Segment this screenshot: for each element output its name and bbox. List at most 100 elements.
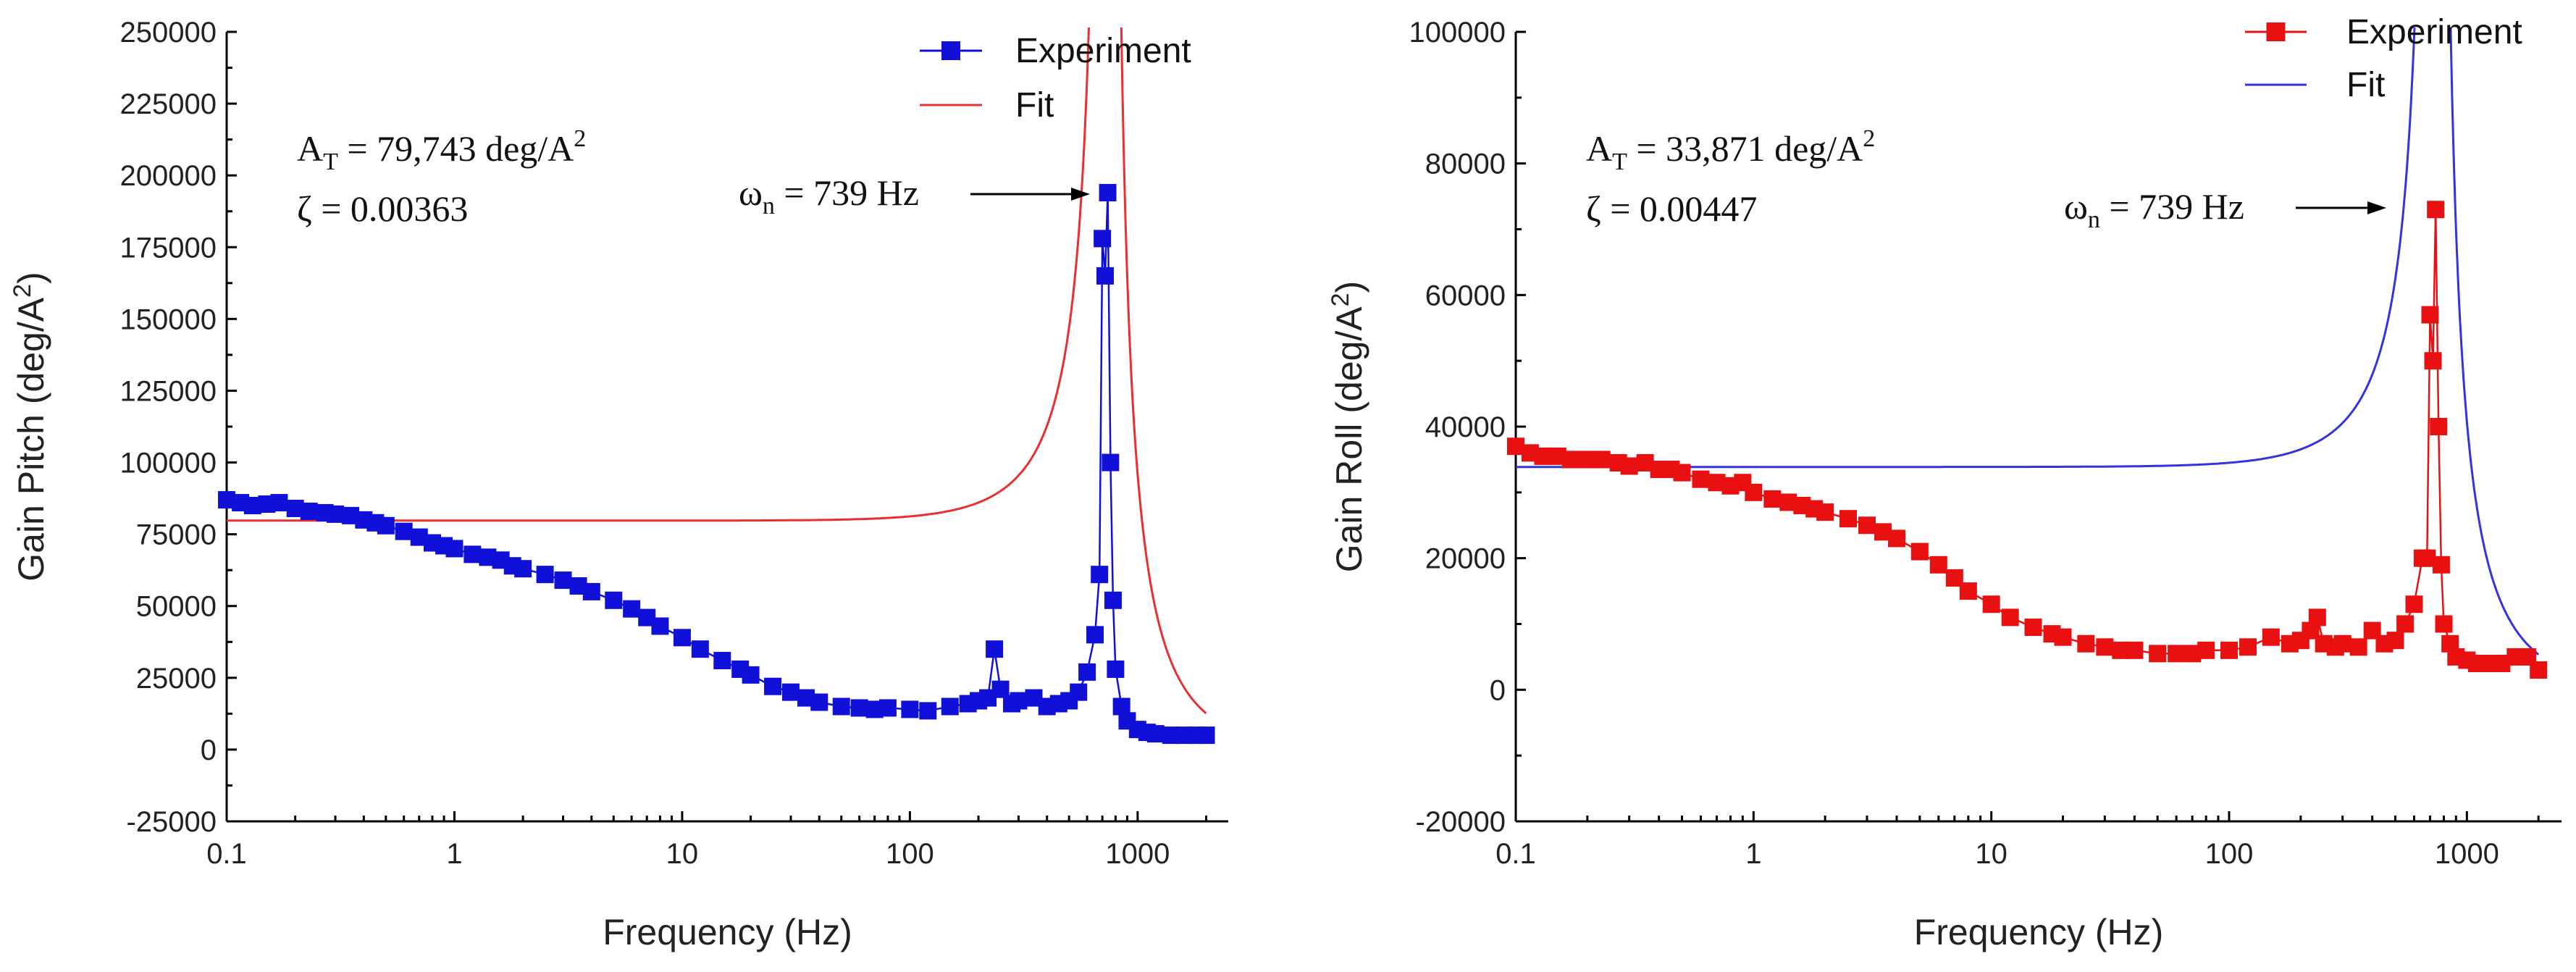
experiment-data-point <box>2197 641 2215 659</box>
experiment-data-point <box>691 640 709 658</box>
x-axis-title: Frequency (Hz) <box>1914 912 2164 952</box>
annotation-natural-frequency: ωn = 739 Hz <box>739 172 919 219</box>
annotation-amplitude-sup: 2 <box>1863 125 1875 152</box>
y-axis-title-tail: ) <box>11 272 51 284</box>
experiment-data-point <box>2435 615 2453 633</box>
experiment-data-point <box>901 700 919 718</box>
experiment-data-point <box>1102 453 1120 472</box>
experiment-data-point <box>2262 628 2280 646</box>
annotation-omega-rest: = 739 Hz <box>775 172 919 213</box>
y-tick-label: 250000 <box>120 17 217 49</box>
experiment-data-point <box>1620 457 1638 475</box>
experiment-data-point <box>2477 655 2495 672</box>
y-tick-label: -25000 <box>126 806 217 838</box>
annotation-amplitude: AT = 79,743 deg/A2 <box>297 125 586 175</box>
experiment-data-point <box>1839 510 1857 528</box>
experiment-data-point <box>395 522 413 540</box>
experiment-data-point <box>554 571 572 590</box>
experiment-data-point <box>764 677 782 695</box>
annotation-amplitude-rest: = 79,743 deg/A <box>338 128 574 169</box>
y-tick-label: 100000 <box>1409 17 1506 49</box>
experiment-data-point <box>1692 470 1710 488</box>
annotation-arrow-head <box>1071 188 1090 201</box>
experiment-data-point <box>2386 632 2404 650</box>
experiment-data-point <box>1929 556 1947 574</box>
x-tick-label: 1000 <box>2435 838 2499 870</box>
x-axis-title: Frequency (Hz) <box>603 912 852 952</box>
chart-panel-2: -20000 0 20000 40000 60000 80000 100000 0.1 1 10 1… <box>1327 13 2562 952</box>
experiment-data-point <box>742 666 760 684</box>
y-tick-label: 20000 <box>1425 543 1506 575</box>
annotation-amplitude-main: A <box>297 128 323 169</box>
x-tick-label: 1 <box>446 838 462 870</box>
annotation-amplitude: AT = 33,871 deg/A2 <box>1586 125 1875 175</box>
experiment-data-point <box>713 652 731 670</box>
x-tick-label: 10 <box>666 838 699 870</box>
experiment-data-point <box>1146 725 1165 743</box>
y-tick-label: 0 <box>201 734 217 766</box>
experiment-data-point <box>1104 591 1122 609</box>
experiment-data-point <box>2427 201 2445 219</box>
y-axis-title-sup: 2 <box>1327 293 1354 306</box>
experiment-data-point <box>2430 418 2448 435</box>
x-tick-label: 0.1 <box>1495 838 1536 870</box>
y-tick-label: 175000 <box>120 232 217 264</box>
annotation-omega: ω <box>2064 186 2088 227</box>
x-tick-label: 1000 <box>1105 838 1170 870</box>
y-tick-label: 50000 <box>136 591 217 623</box>
y-axis-title-main: Gain Pitch (deg/A <box>11 297 51 582</box>
experiment-data-point <box>2432 556 2450 574</box>
experiment-data-point <box>1858 516 1876 535</box>
y-tick-label: 225000 <box>120 88 217 120</box>
experiment-data-point <box>1107 660 1125 678</box>
fit-series-line <box>1516 28 2540 655</box>
experiment-data-point <box>1816 503 1834 521</box>
experiment-data-point <box>2239 638 2257 656</box>
experiment-data-point <box>2077 634 2095 653</box>
experiment-data-point <box>651 617 669 635</box>
experiment-data-point <box>1099 183 1117 201</box>
experiment-data-point <box>1745 483 1763 501</box>
y-tick-label: 0 <box>1490 674 1506 706</box>
experiment-data-point <box>1096 267 1114 285</box>
experiment-data-point <box>1094 230 1112 248</box>
annotation-amplitude-rest: = 33,871 deg/A <box>1627 128 1863 169</box>
experiment-data-point <box>2349 638 2367 656</box>
x-tick-label: 1 <box>1745 838 1761 870</box>
experiment-data-point <box>1959 582 1977 600</box>
experiment-data-point <box>1673 464 1691 482</box>
fit-series-line <box>227 28 1207 715</box>
annotation-omega: ω <box>739 172 763 213</box>
legend-experiment-label: Experiment <box>2346 13 2522 51</box>
annotation-amplitude-sub: T <box>323 148 338 175</box>
y-tick-label: 60000 <box>1425 280 1506 311</box>
experiment-data-point <box>919 702 937 720</box>
experiment-data-point <box>850 699 868 717</box>
y-axis-title-main: Gain Roll (deg/A <box>1329 306 1369 572</box>
experiment-data-point <box>377 516 395 535</box>
experiment-data-point <box>514 560 532 578</box>
experiment-data-point <box>673 629 691 647</box>
annotation-damping: ζ = 0.00447 <box>1586 188 1757 229</box>
experiment-data-point <box>1561 451 1579 469</box>
annotation-damping: ζ = 0.00363 <box>297 188 468 229</box>
experiment-data-point <box>270 494 288 512</box>
experiment-data-point <box>1197 726 1215 745</box>
y-tick-label: 100000 <box>120 448 217 479</box>
experiment-data-point <box>2001 608 2019 627</box>
annotation-natural-frequency: ωn = 739 Hz <box>2064 186 2244 233</box>
experiment-data-point <box>1091 566 1109 584</box>
experiment-data-point <box>2333 634 2351 653</box>
experiment-data-point <box>1010 692 1028 710</box>
annotation-amplitude-sub: T <box>1612 148 1627 175</box>
x-tick-label: 100 <box>2205 838 2254 870</box>
experiment-data-point <box>1888 529 1906 548</box>
annotation-omega-sub: n <box>763 193 775 219</box>
experiment-data-point <box>832 697 850 716</box>
legend-experiment-label: Experiment <box>1015 32 1191 70</box>
y-axis-title: Gain Pitch (deg/A2) <box>9 272 51 581</box>
y-axis-title: Gain Roll (deg/A2) <box>1327 281 1369 572</box>
y-tick-label: 125000 <box>120 375 217 407</box>
experiment-data-point <box>2149 645 2167 663</box>
legend-experiment-marker <box>941 41 960 60</box>
